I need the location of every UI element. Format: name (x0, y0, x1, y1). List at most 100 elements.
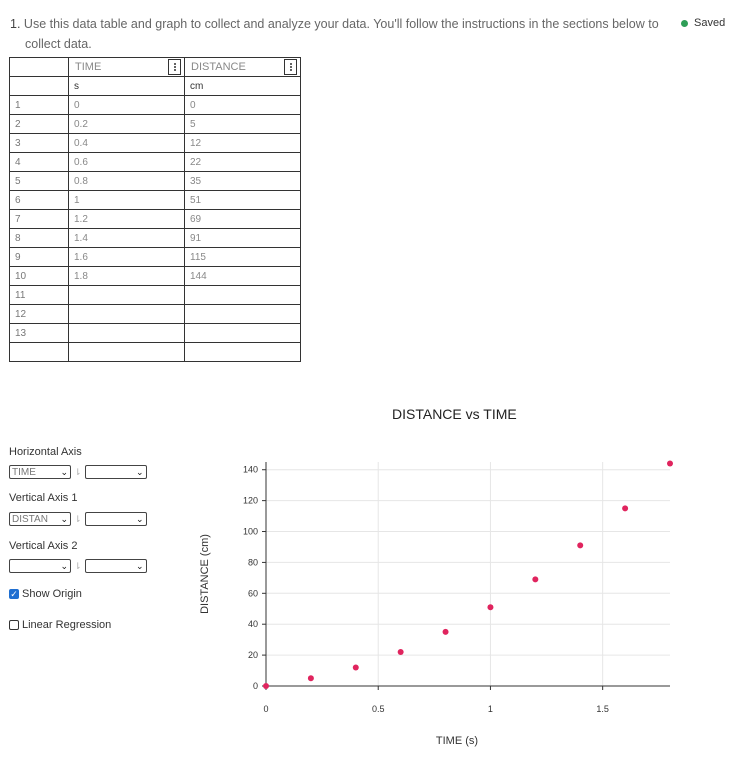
row-number-cell: 10 (9, 266, 69, 286)
distance-cell[interactable]: 12 (184, 133, 301, 153)
checkmark-icon[interactable]: ✓ (9, 588, 19, 599)
time-cell[interactable]: 0.6 (68, 152, 185, 172)
table-row: 4 0.6 22 (9, 152, 301, 172)
distance-cell[interactable]: 91 (184, 228, 301, 248)
chevron-down-icon: ⌄ (60, 467, 68, 477)
column-menu-icon[interactable] (168, 59, 181, 75)
saved-label: Saved (694, 17, 726, 29)
show-origin-checkbox[interactable]: ✓ Show Origin (9, 588, 82, 600)
instructions-number: 1. (10, 17, 21, 31)
time-cell[interactable] (68, 285, 185, 305)
table-row: 6 1 51 (9, 190, 301, 210)
vertical-axis-2-secondary-select[interactable]: ⌄ (84, 559, 147, 573)
row-number-cell: 6 (9, 190, 69, 210)
data-point (577, 542, 584, 549)
distance-cell[interactable]: 22 (184, 152, 301, 172)
swap-icon: ⇂ (74, 466, 82, 477)
distance-cell[interactable]: 69 (184, 209, 301, 229)
vertical-axis-1-select[interactable]: DISTAN ⌄ (9, 512, 71, 526)
chevron-down-icon: ⌄ (136, 561, 144, 571)
time-cell[interactable]: 0.8 (68, 171, 185, 191)
row-number-cell: 11 (9, 285, 69, 305)
horizontal-axis-select[interactable]: TIME ⌄ (9, 465, 71, 479)
chevron-down-icon: ⌄ (136, 514, 144, 524)
chart-title: DISTANCE vs TIME (392, 406, 517, 422)
units-row: s cm (9, 76, 301, 96)
table-row: 7 1.2 69 (9, 209, 301, 229)
table-row: 9 1.6 115 (9, 247, 301, 267)
row-number-cell: 3 (9, 133, 69, 153)
time-cell[interactable]: 0.2 (68, 114, 185, 134)
column-header-distance[interactable]: DISTANCE (184, 57, 301, 77)
instructions: 1. Use this data table and graph to coll… (10, 14, 675, 54)
distance-cell[interactable] (184, 323, 301, 343)
empty-checkbox-icon[interactable] (9, 620, 19, 630)
time-cell[interactable]: 1.2 (68, 209, 185, 229)
distance-cell[interactable] (184, 304, 301, 324)
row-number-cell: 12 (9, 304, 69, 324)
x-tick-label: 0 (263, 704, 268, 714)
unit-time[interactable]: s (68, 76, 185, 96)
linear-regression-checkbox[interactable]: Linear Regression (9, 619, 111, 631)
saved-dot-icon (681, 19, 688, 27)
time-cell[interactable]: 1.8 (68, 266, 185, 286)
distance-cell[interactable] (184, 285, 301, 305)
column-header-time[interactable]: TIME (68, 57, 185, 77)
unit-distance[interactable]: cm (184, 76, 301, 96)
row-number-cell: 2 (9, 114, 69, 134)
data-point (442, 628, 449, 635)
vertical-axis-1-value: DISTAN (12, 513, 48, 525)
row-number-cell: 4 (9, 152, 69, 172)
time-cell[interactable] (68, 342, 185, 362)
distance-cell[interactable]: 51 (184, 190, 301, 210)
row-number-cell: 7 (9, 209, 69, 229)
vertical-axis-1-secondary-select[interactable]: ⌄ (84, 512, 147, 526)
time-cell[interactable] (68, 304, 185, 324)
table-row: 3 0.4 12 (9, 133, 301, 153)
vertical-axis-2-select[interactable]: ⌄ (9, 559, 71, 573)
horizontal-axis-secondary-select[interactable]: ⌄ (84, 465, 147, 479)
distance-cell[interactable]: 0 (184, 95, 301, 115)
column-name-time: TIME (75, 61, 102, 73)
data-point (667, 460, 673, 467)
data-point (263, 683, 269, 689)
instructions-text: Use this data table and graph to collect… (23, 17, 659, 31)
vertical-axis-1-label: Vertical Axis 1 (9, 492, 78, 504)
table-row: 11 (9, 285, 301, 305)
table-row: 10 1.8 144 (9, 266, 301, 286)
y-tick-label: 140 (243, 465, 258, 475)
scatter-plot[interactable]: 0 20 40 60 80 100 120 140 0 0.5 1 1.5 TIME (s) DISTAN… (195, 440, 685, 760)
linear-regression-label: Linear Regression (22, 619, 112, 631)
y-tick-label: 80 (248, 557, 258, 567)
distance-cell[interactable]: 5 (184, 114, 301, 134)
distance-cell[interactable]: 35 (184, 171, 301, 191)
distance-cell[interactable] (184, 342, 301, 362)
distance-cell[interactable]: 144 (184, 266, 301, 286)
time-cell[interactable]: 0.4 (68, 133, 185, 153)
time-cell[interactable]: 1.6 (68, 247, 185, 267)
vertical-axis-2-controls: ⌄ ⇂ ⌄ (9, 559, 147, 573)
table-row: 2 0.2 5 (9, 114, 301, 134)
table-row: 12 (9, 304, 301, 324)
time-cell[interactable]: 0 (68, 95, 185, 115)
row-number-cell: 5 (9, 171, 69, 191)
x-tick-label: 1.5 (596, 704, 609, 714)
row-number-header (9, 57, 69, 77)
column-menu-icon[interactable] (284, 59, 297, 75)
row-number-cell: 1 (9, 95, 69, 115)
x-axis-label: TIME (s) (436, 735, 478, 747)
row-number-cell: 8 (9, 228, 69, 248)
x-tick-label: 1 (488, 704, 493, 714)
time-cell[interactable]: 1.4 (68, 228, 185, 248)
time-cell[interactable]: 1 (68, 190, 185, 210)
data-table: TIME DISTANCE s cm 1 0 0 2 0.2 5 3 0.4 12 4 0.6 22 5… (9, 57, 301, 362)
table-body: 1 0 0 2 0.2 5 3 0.4 12 4 0.6 22 5 0.8 35 6 1 51 7 1.2 69 8 1.4… (9, 95, 301, 362)
y-tick-label: 0 (253, 681, 258, 691)
vertical-axis-2-label: Vertical Axis 2 (9, 540, 78, 552)
time-cell[interactable] (68, 323, 185, 343)
instructions-text-continued: collect data. (25, 37, 92, 51)
table-row: 5 0.8 35 (9, 171, 301, 191)
saved-status: Saved (681, 17, 725, 29)
distance-cell[interactable]: 115 (184, 247, 301, 267)
